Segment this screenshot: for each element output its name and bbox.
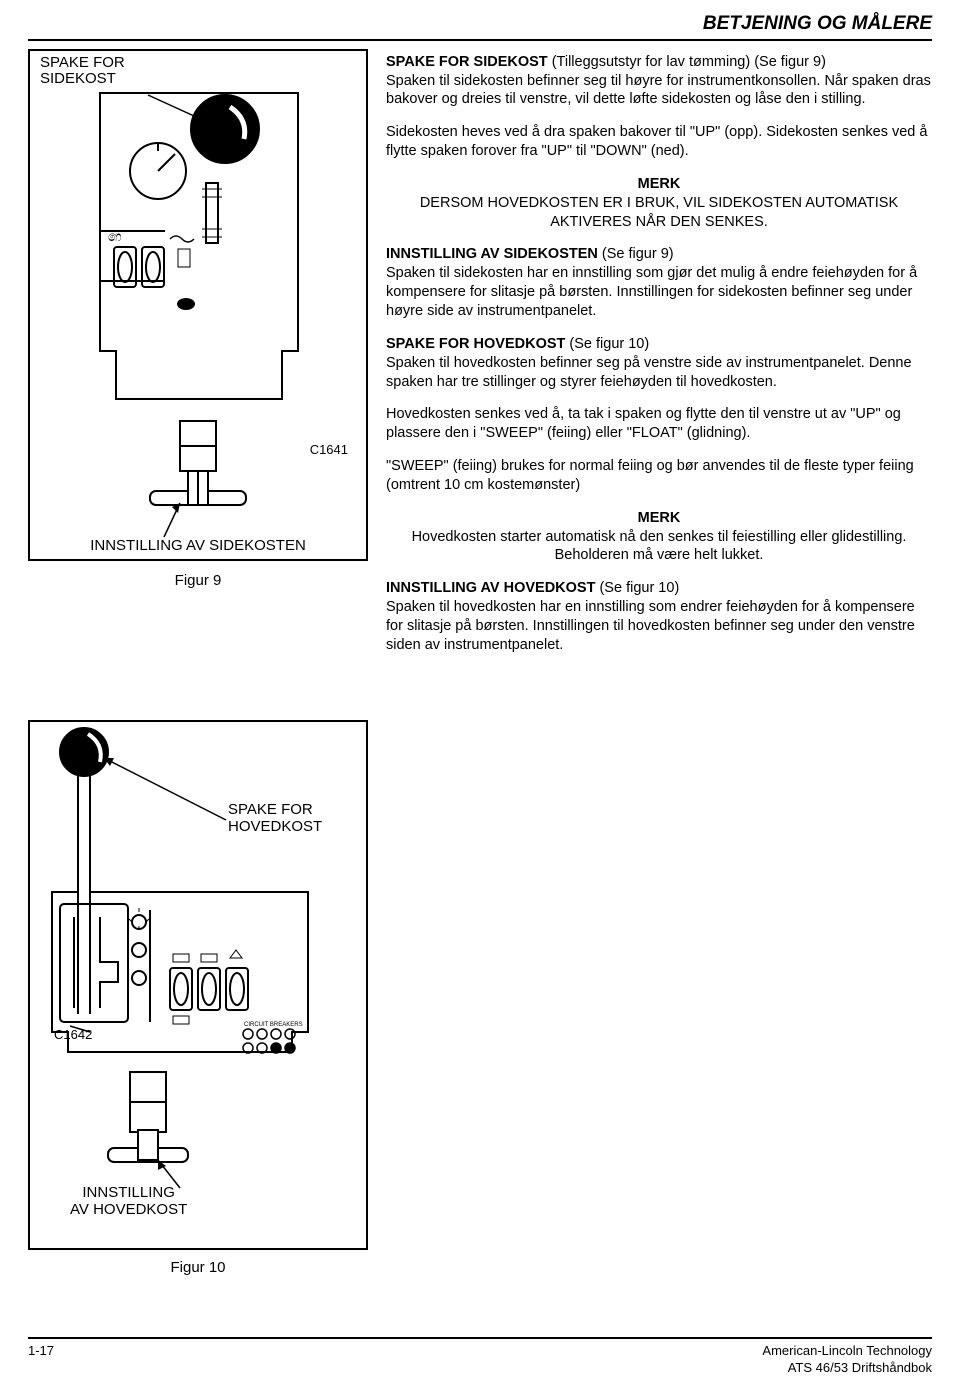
merk-1-text: DERSOM HOVEDKOSTEN ER I BRUK, VIL SIDEKO…: [420, 195, 898, 230]
merk-1-block: MERK DERSOM HOVEDKOSTEN ER I BRUK, VIL S…: [386, 175, 932, 232]
fig9-diagram: ෨: [30, 51, 364, 557]
footer-right: American-Lincoln Technology ATS 46/53 Dr…: [762, 1343, 932, 1377]
heading-3-suffix: (Se figur 10): [565, 336, 649, 352]
heading-2-suffix: (Se figur 9): [598, 246, 674, 262]
heading-4: INNSTILLING AV HOVEDKOST: [386, 580, 595, 596]
footer-doc: ATS 46/53 Driftshåndbok: [762, 1360, 932, 1377]
merk-2-block: MERK Hovedkosten starter automatisk nå d…: [386, 509, 932, 566]
fig10-caption: Figur 10: [28, 1258, 368, 1278]
figure-10: SPAKE FOR HOVEDKOST C1642 INNSTILLING AV…: [28, 720, 368, 1250]
heading-4-suffix: (Se figur 10): [595, 580, 679, 596]
section-spake-hovedkost: SPAKE FOR HOVEDKOST (Se figur 10) Spaken…: [386, 335, 932, 392]
left-column: SPAKE FOR SIDEKOST C1641 INNSTILLING AV …: [28, 49, 368, 1278]
figure-9: SPAKE FOR SIDEKOST C1641 INNSTILLING AV …: [28, 49, 368, 561]
fig10-code: C1642: [54, 1028, 92, 1042]
fig10-right-label: SPAKE FOR HOVEDKOST: [228, 802, 322, 835]
fig10-bottom-label: INNSTILLING AV HOVEDKOST: [70, 1185, 187, 1218]
page-header: BETJENING OG MÅLERE: [28, 12, 932, 41]
heading-2: INNSTILLING AV SIDEKOSTEN: [386, 246, 598, 262]
para-1: Spaken til sidekosten befinner seg til h…: [386, 73, 931, 108]
merk-label-2: MERK: [638, 510, 681, 526]
para-5: Hovedkosten senkes ved å, ta tak i spake…: [386, 405, 932, 443]
fig10-diagram: CIRCUIT BREAKERS: [30, 722, 364, 1246]
merk-label-1: MERK: [638, 176, 681, 192]
footer-page-number: 1-17: [28, 1343, 54, 1377]
merk-2-text: Hovedkosten starter automatisk nå den se…: [412, 529, 907, 564]
section-innstilling-hovedkost: INNSTILLING AV HOVEDKOST (Se figur 10) S…: [386, 579, 932, 654]
fig9-code: C1641: [310, 443, 348, 457]
section-spake-sidekost: SPAKE FOR SIDEKOST (Tilleggsutstyr for l…: [386, 53, 932, 110]
svg-text:෨: ෨: [108, 228, 122, 245]
heading-1: SPAKE FOR SIDEKOST: [386, 54, 548, 70]
page-footer: 1-17 American-Lincoln Technology ATS 46/…: [28, 1337, 932, 1377]
footer-brand: American-Lincoln Technology: [762, 1343, 932, 1360]
right-column: SPAKE FOR SIDEKOST (Tilleggsutstyr for l…: [386, 49, 932, 1278]
fig9-top-label: SPAKE FOR SIDEKOST: [40, 55, 125, 88]
fig9-caption: Figur 9: [28, 571, 368, 591]
para-6: "SWEEP" (feiing) brukes for normal feiin…: [386, 457, 932, 495]
para-4: Spaken til hovedkosten befinner seg på v…: [386, 355, 912, 390]
heading-3: SPAKE FOR HOVEDKOST: [386, 336, 565, 352]
fig9-bottom-label: INNSTILLING AV SIDEKOSTEN: [30, 538, 366, 555]
heading-1-suffix: (Tilleggsutstyr for lav tømming) (Se fig…: [548, 54, 826, 70]
para-7: Spaken til hovedkosten har en innstillin…: [386, 599, 915, 653]
svg-text:CIRCUIT BREAKERS: CIRCUIT BREAKERS: [244, 1022, 303, 1028]
para-3: Spaken til sidekosten har en innstilling…: [386, 265, 917, 319]
section-innstilling-sidekost: INNSTILLING AV SIDEKOSTEN (Se figur 9) S…: [386, 245, 932, 320]
para-2: Sidekosten heves ved å dra spaken bakove…: [386, 123, 932, 161]
content-area: SPAKE FOR SIDEKOST C1641 INNSTILLING AV …: [28, 49, 932, 1278]
